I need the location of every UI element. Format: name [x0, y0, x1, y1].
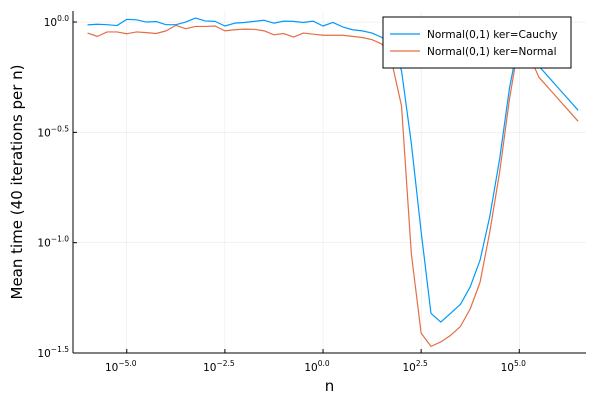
x-tick-base: 10: [203, 362, 216, 374]
y-axis-ticks: 100.010−0.510−1.010−1.5: [37, 14, 77, 360]
x-axis-ticks: 10−5.0 10−2.5 100.0 102.5 105.0: [105, 349, 526, 374]
y-tick-label: 10−1.0: [37, 235, 69, 250]
y-tick-label: 100.0: [44, 14, 70, 29]
x-tick-exponent: −2.5: [216, 359, 234, 368]
x-tick-label: 10−5.0: [105, 359, 137, 374]
y-axis-label: Mean time (40 iterations per n): [8, 65, 26, 300]
y-tick-exponent: −1.5: [51, 345, 69, 354]
y-tick-label: 10−1.5: [37, 345, 69, 360]
x-tick-base: 10: [105, 362, 118, 374]
legend: Normal(0,1) ker=Cauchy Normal(0,1) ker=No…: [382, 16, 572, 69]
series-layer: [87, 17, 579, 347]
y-tick-exponent: 0.0: [57, 14, 69, 23]
x-tick-base: 10: [501, 362, 514, 374]
y-tick-exponent: −0.5: [51, 124, 69, 133]
legend-label-1: Normal(0,1) ker=Cauchy: [427, 29, 558, 41]
legend-label-2: Normal(0,1) ker=Normal: [427, 46, 557, 58]
x-tick-exponent: 2.5: [416, 359, 428, 368]
x-tick-label: 102.5: [402, 359, 428, 374]
y-tick-base: 10: [37, 127, 50, 139]
x-tick-label: 105.0: [501, 359, 527, 374]
x-tick-base: 10: [402, 362, 415, 374]
x-tick-label: 10−2.5: [203, 359, 235, 374]
series-line-1: [87, 17, 579, 323]
legend-box: [382, 16, 572, 69]
series-line-2: [87, 24, 579, 347]
axes: [72, 11, 586, 354]
y-tick-base: 10: [37, 238, 50, 250]
x-tick-exponent: 5.0: [514, 359, 526, 368]
x-tick-exponent: 0.0: [318, 359, 330, 368]
y-tick-base: 10: [44, 17, 57, 29]
y-tick-label: 10−0.5: [37, 124, 69, 139]
x-tick-exponent: −5.0: [118, 359, 136, 368]
x-axis-label: n: [325, 377, 335, 395]
x-tick-base: 10: [304, 362, 317, 374]
x-tick-label: 100.0: [304, 359, 330, 374]
y-tick-base: 10: [37, 348, 50, 360]
y-tick-exponent: −1.0: [51, 235, 69, 244]
